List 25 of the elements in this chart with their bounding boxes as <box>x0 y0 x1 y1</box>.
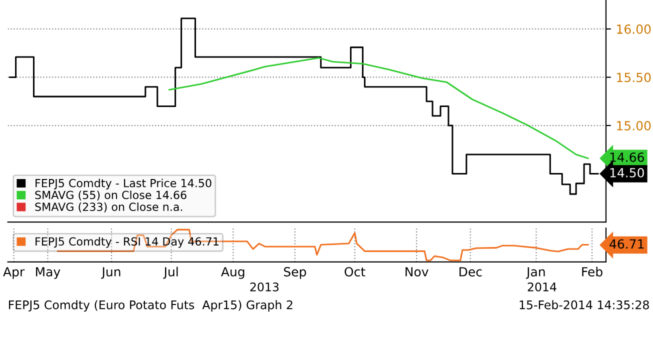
legend-label: SMAVG (55) on Close 14.66 <box>35 190 186 200</box>
x-tick-label: Oct <box>344 267 366 276</box>
text: FEPJ5 Comdty (Euro Potato Futs Apr15) Graph 2 <box>8 300 292 312</box>
legend-label: FEPJ5 Comdty - Last Price 14.50 <box>36 178 212 190</box>
text: 46.71 <box>610 239 644 249</box>
x-tick-label: Aug <box>221 267 244 279</box>
annotation: 14.66 <box>610 152 644 162</box>
x-tick-label: Apr <box>3 267 25 279</box>
y-tick-label: 16.00 <box>617 24 651 34</box>
line-series <box>168 57 589 160</box>
x-tick-label: Nov <box>406 267 428 276</box>
y-tick-label: 15.50 <box>617 72 651 82</box>
y-tick-label: 15.00 <box>617 120 651 130</box>
x-tick-label: Sep <box>284 267 306 279</box>
text: 15-Feb-2014 14:35:28 <box>520 300 649 310</box>
x-tick-label: Feb <box>582 266 602 276</box>
legend-label: SMAVG (233) on Close n.a. <box>35 202 182 212</box>
text: 2014 <box>528 282 556 292</box>
x-tick-label: Jan <box>526 267 545 279</box>
x-tick-label: Jun <box>101 267 120 279</box>
text: 2013 <box>250 282 279 292</box>
x-tick-label: Dec <box>460 267 482 276</box>
x-tick-label: May <box>36 267 60 279</box>
annotation: 14.50 <box>610 168 644 178</box>
x-tick-label: Jul <box>163 266 178 279</box>
